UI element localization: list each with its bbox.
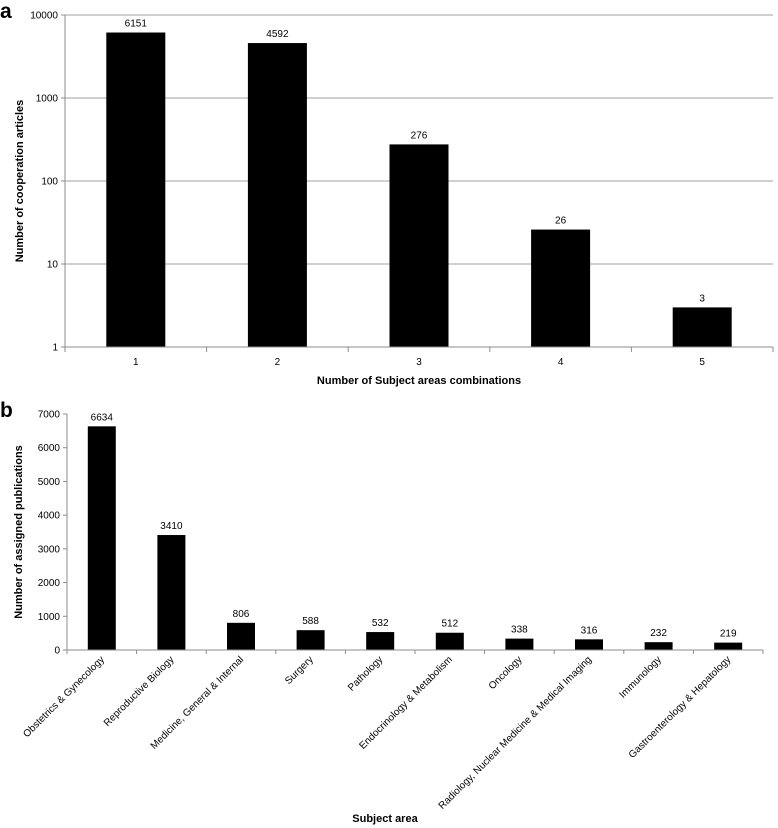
panel-b-chart: b 0 1000 2000 3000 4000 5000 6000 7000 6634 Obste… xyxy=(0,400,778,828)
y-tick-label-b: 2000 xyxy=(38,578,61,589)
bar-b xyxy=(296,630,325,650)
chart-a-svg: a 1 10 100 1000 10000 6151 1 4592 2 276 3 26 4 3 5 Numb… xyxy=(0,0,774,388)
data-label-a: 4592 xyxy=(266,29,289,40)
bar-a xyxy=(531,229,591,347)
bar-b xyxy=(505,638,534,650)
x-tick-label-b: Pathology xyxy=(346,654,385,693)
chart-b-axes xyxy=(63,413,764,654)
data-label-b: 316 xyxy=(581,625,598,636)
x-tick-label-b: Surgery xyxy=(283,654,316,687)
data-label-b: 3410 xyxy=(160,521,183,532)
chart-b-svg: b 0 1000 2000 3000 4000 5000 6000 7000 6634 Obste… xyxy=(0,400,764,826)
x-tick-label-a: 2 xyxy=(275,357,281,368)
data-label-b: 512 xyxy=(441,619,458,630)
y-tick-label-b: 3000 xyxy=(38,544,61,555)
chart-a-labels: 1 10 100 1000 10000 6151 1 4592 2 276 3 26 4 3 5 Number… xyxy=(14,11,705,388)
panel-a-chart: a 1 10 100 1000 10000 6151 1 4592 2 276 3 26 4 3 5 Numb… xyxy=(0,0,778,400)
data-label-b: 806 xyxy=(233,609,250,620)
data-label-a: 26 xyxy=(555,216,567,227)
x-tick-label-a: 3 xyxy=(416,357,422,368)
data-label-a: 276 xyxy=(411,130,428,141)
data-label-b: 6634 xyxy=(91,412,114,423)
y-tick-label-b: 0 xyxy=(54,646,60,657)
bar-a xyxy=(672,307,732,347)
panel-a-letter: a xyxy=(0,0,12,23)
y-tick-label-b: 1000 xyxy=(38,612,61,623)
bar-b xyxy=(435,632,464,650)
x-tick-label-a: 4 xyxy=(558,357,564,368)
y-tick-label-b: 5000 xyxy=(38,477,61,488)
y-axis-title-b: Number of assigned publications xyxy=(13,445,25,619)
data-label-a: 3 xyxy=(699,293,705,304)
bar-b xyxy=(227,622,255,650)
x-tick-label-b: Radiology, Nuclear Medicine & Medical Im… xyxy=(437,654,594,811)
data-label-b: 532 xyxy=(372,618,389,629)
data-label-a: 6151 xyxy=(125,19,148,30)
bar-b xyxy=(87,426,116,650)
y-tick-label-a: 10 xyxy=(47,260,59,271)
bar-a xyxy=(106,32,166,347)
chart-b-bars xyxy=(87,426,743,650)
bar-a xyxy=(389,144,449,347)
x-axis-title-b: Subject area xyxy=(352,813,418,825)
y-tick-label-b: 6000 xyxy=(38,443,61,454)
x-tick-label-a: 1 xyxy=(133,357,139,368)
chart-a-axes xyxy=(61,14,774,352)
bar-b xyxy=(644,642,673,650)
y-tick-label-a: 1000 xyxy=(36,94,59,105)
y-tick-label-a: 100 xyxy=(41,177,58,188)
x-tick-label-a: 5 xyxy=(699,357,705,368)
bar-b xyxy=(157,535,186,650)
bar-b xyxy=(366,632,395,650)
data-label-b: 338 xyxy=(511,625,528,636)
bar-b xyxy=(714,642,743,650)
x-tick-label-b: Immunology xyxy=(617,654,663,700)
x-tick-label-b: Obstetrics & Gynecology xyxy=(21,654,107,740)
y-tick-label-a: 10000 xyxy=(30,11,58,22)
y-axis-title-a: Number of cooperation articles xyxy=(14,100,26,263)
bar-b xyxy=(575,639,603,650)
x-axis-title-a: Number of Subject areas combinations xyxy=(317,375,521,387)
data-label-b: 219 xyxy=(720,629,737,640)
x-tick-label-b: Oncology xyxy=(487,654,525,692)
y-tick-label-b: 4000 xyxy=(38,511,61,522)
data-label-b: 588 xyxy=(302,616,319,627)
y-tick-label-a: 1 xyxy=(52,343,58,354)
chart-a-bars xyxy=(106,32,732,348)
x-tick-label-b: Reproductive Biology xyxy=(102,654,177,729)
panel-b-letter: b xyxy=(0,400,13,422)
bar-a xyxy=(247,43,307,348)
data-label-b: 232 xyxy=(650,628,667,639)
y-tick-label-b: 7000 xyxy=(38,410,61,421)
chart-b-labels: 0 1000 2000 3000 4000 5000 6000 7000 6634 Obstetr… xyxy=(13,410,737,826)
